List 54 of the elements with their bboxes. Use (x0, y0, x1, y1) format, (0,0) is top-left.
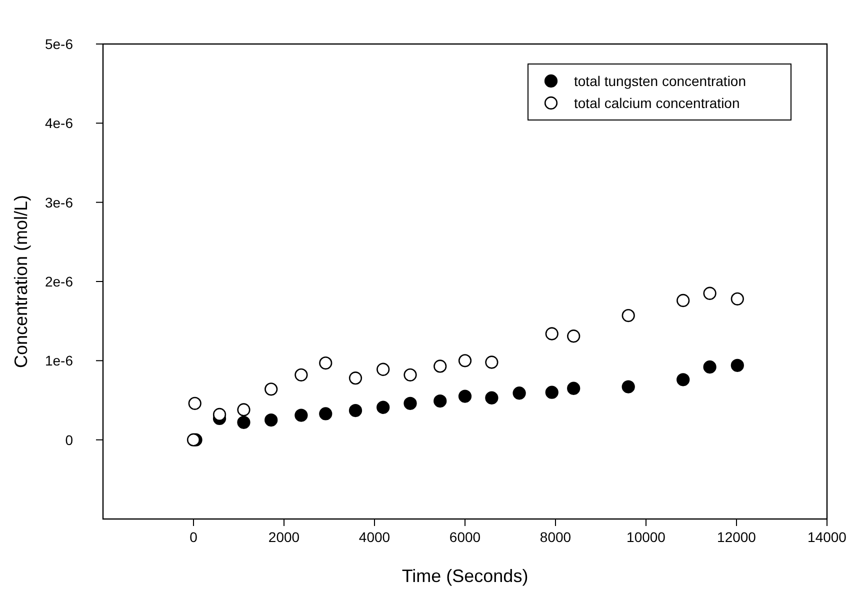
point (458, 390, 472, 403)
x-tick-label: 2000 (268, 529, 300, 545)
y-tick-label: 5e-6 (44, 36, 74, 52)
point (237, 416, 250, 429)
point (212, 408, 226, 422)
point (434, 360, 447, 373)
point (703, 360, 716, 374)
point (237, 403, 250, 416)
x-tick-label: 14000 (808, 529, 847, 545)
y-tick-label: 1e-6 (44, 352, 74, 369)
x-tick-label: 0 (190, 529, 198, 545)
point (404, 396, 417, 410)
point (567, 382, 580, 395)
y-tick-label: 3e-6 (44, 194, 74, 210)
point (676, 294, 690, 308)
point (348, 404, 362, 418)
point (485, 356, 498, 369)
point (730, 358, 744, 372)
x-tick-label: 12000 (717, 529, 756, 545)
point (730, 292, 744, 306)
y-tick-label: 4e-6 (44, 115, 74, 132)
point (186, 433, 200, 446)
point (264, 382, 278, 396)
point (622, 380, 635, 394)
point (485, 391, 498, 404)
x-tick-label: 4000 (358, 529, 390, 545)
point (294, 408, 308, 422)
point (545, 386, 558, 399)
point (264, 413, 278, 427)
point (319, 407, 332, 420)
x-axis-title: Time (Seconds) (402, 566, 528, 586)
legend-label: total calcium concentration (574, 95, 740, 111)
point (676, 373, 690, 386)
y-axis-title: Concentration (mol/L) (11, 194, 31, 368)
point (567, 330, 580, 343)
point (348, 372, 362, 385)
point (376, 362, 390, 376)
x-tick-label: 8000 (540, 529, 572, 545)
y-tick-label: 2e-6 (44, 274, 74, 290)
x-tick-label: 6000 (449, 529, 481, 545)
point (376, 400, 390, 414)
y-tick-label: 0 (65, 432, 74, 448)
point (512, 386, 526, 400)
point (294, 368, 308, 382)
point (188, 396, 202, 410)
x-tick-label: 10000 (626, 529, 666, 545)
legend-label: total tungsten concentration (574, 73, 746, 89)
point (404, 368, 417, 382)
point (703, 286, 716, 300)
point (545, 327, 558, 340)
point (622, 308, 635, 322)
point (319, 356, 332, 370)
point (458, 354, 472, 368)
point (434, 394, 447, 408)
